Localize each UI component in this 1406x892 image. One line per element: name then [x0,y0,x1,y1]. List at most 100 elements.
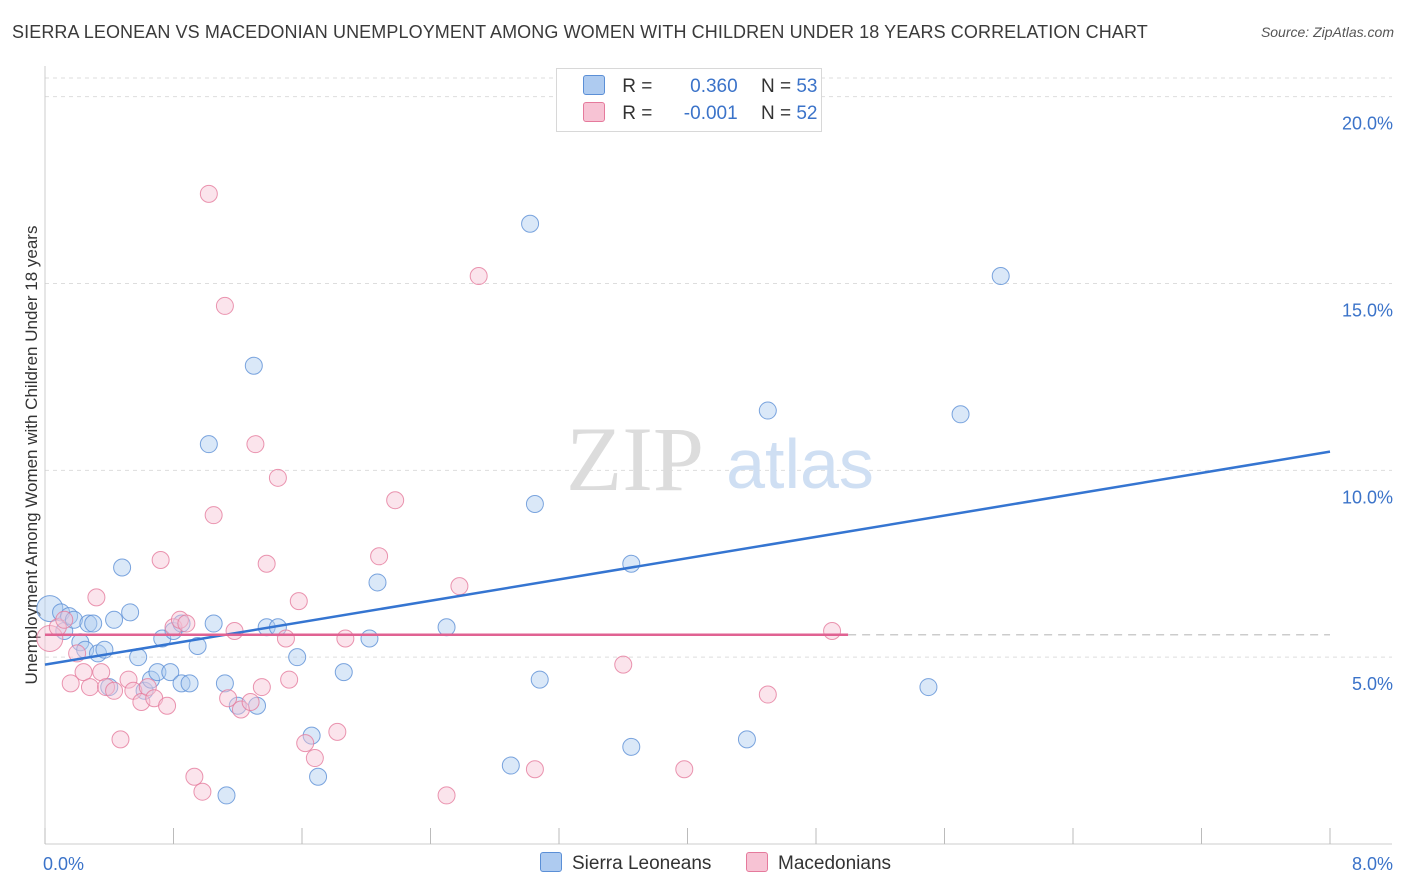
watermark-atlas: atlas [726,425,874,503]
point-macedonian [437,786,456,805]
point-sierra-leonean [622,737,641,756]
point-macedonian [268,468,287,487]
legend-row-sierra-leoneans: R = 0.360 N = 53 [583,75,817,99]
point-macedonian [138,678,157,697]
point-sierra-leonean [360,629,379,648]
point-sierra-leonean [302,726,321,745]
point-macedonian [87,588,106,607]
point-sierra-leonean [288,648,307,667]
point-macedonian [328,722,347,741]
axis-layer [44,66,1392,845]
point-macedonian [74,663,93,682]
point-macedonian [219,689,238,708]
point-sierra-leonean [991,267,1010,286]
point-sierra-leonean [204,614,223,633]
bottom-legend-label: Macedonians [778,853,892,874]
point-macedonian [215,296,234,315]
point-sierra-leonean [521,214,540,233]
point-macedonian [105,681,124,700]
point-macedonian [823,622,842,641]
point-macedonian [525,760,544,779]
legend-swatch-blue [583,75,605,95]
point-sierra-leonean [84,614,103,633]
point-macedonian [469,267,488,286]
point-macedonian [276,629,295,648]
point-macedonian [280,670,299,689]
point-macedonian [119,670,138,689]
point-macedonian [158,696,177,715]
point-macedonian [151,551,170,570]
trend-layer [44,450,1331,666]
point-macedonian [370,547,389,566]
point-sierra-leonean [334,663,353,682]
point-sierra-leonean [161,663,180,682]
point-sierra-leonean [148,663,167,682]
point-macedonian [257,554,276,573]
bottom-legend-swatch-blue [540,852,562,872]
legend-r-value: 0.360 [690,76,738,97]
point-macedonian [450,577,469,596]
point-sierra-leonean [919,678,938,697]
trend-line-sierra-leoneans [44,450,1331,666]
point-macedonian [614,655,633,674]
point-sierra-leonean [758,401,777,420]
point-macedonian [305,749,324,768]
point-sierra-leonean [64,610,83,629]
legend-row-macedonians: R = -0.001 N = 52 [583,102,817,126]
point-sierra-leonean [437,618,456,637]
point-macedonian [336,629,355,648]
y-tick-label: 15.0% [1342,301,1393,321]
point-macedonian [252,678,271,697]
legend-n-key: N = [760,76,792,97]
point-macedonian [55,610,74,629]
legend-n-value: 53 [796,76,818,97]
point-sierra-leonean [121,603,140,622]
point-macedonian [177,614,196,633]
point-sierra-leonean [79,614,98,633]
point-sierra-leonean [215,674,234,693]
point-macedonian [92,663,111,682]
points-layer [36,184,1010,805]
point-macedonian [193,782,212,801]
bottom-legend-macedonians: Macedonians [746,852,891,875]
point-sierra-leonean [951,405,970,424]
point-sierra-leonean [113,558,132,577]
point-macedonian [111,730,130,749]
x-tick-label-max: 8.0% [1352,854,1393,874]
point-sierra-leonean [217,786,236,805]
y-tick-label: 20.0% [1342,114,1393,134]
legend-n-key: N = [760,103,792,124]
point-sierra-leonean [36,595,64,623]
legend-r-value: -0.001 [683,103,738,124]
legend-r-key: R = [622,103,653,124]
tick-labels: 5.0% 10.0% 15.0% 20.0% 0.0% 8.0% [43,114,1393,874]
bottom-legend-sierra-leoneans: Sierra Leoneans [540,852,711,875]
bottom-legend-swatch-pink [746,852,768,872]
point-sierra-leonean [188,636,207,655]
point-sierra-leonean [309,767,328,786]
point-macedonian [289,592,308,611]
watermark: ZIP atlas [566,408,874,510]
point-macedonian [675,760,694,779]
point-sierra-leonean [525,494,544,513]
point-macedonian [231,700,250,719]
bottom-legend-label: Sierra Leoneans [572,853,712,874]
legend-r-key: R = [622,76,653,97]
point-macedonian [758,685,777,704]
point-macedonian [241,693,260,712]
point-macedonian [386,491,405,510]
point-macedonian [185,767,204,786]
legend: R = 0.360 N = 53 R = -0.001 N = 52 [556,68,822,132]
chart-title: SIERRA LEONEAN VS MACEDONIAN UNEMPLOYMEN… [12,22,1148,42]
point-macedonian [61,674,80,693]
point-macedonian [199,184,218,203]
point-sierra-leonean [105,610,124,629]
legend-swatch-pink [583,102,605,122]
point-macedonian [296,734,315,753]
point-sierra-leonean [737,730,756,749]
point-macedonian [246,435,265,454]
point-sierra-leonean [368,573,387,592]
source-note: Source: ZipAtlas.com [1260,24,1394,40]
y-tick-label: 10.0% [1342,487,1393,507]
